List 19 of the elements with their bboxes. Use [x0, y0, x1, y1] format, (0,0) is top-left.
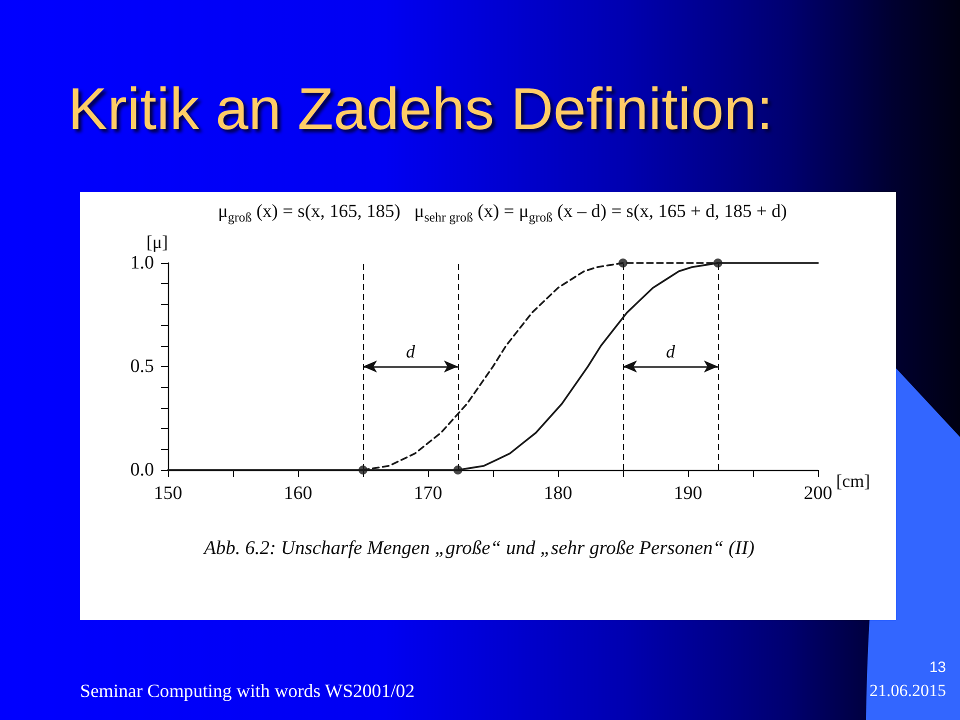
chart-subtitle: μ$_{groß}$ (x) = s(x, 165, 185) μ$_{sehr groß}$ (x) = μ$_{groß}$ (x – d) = s(x, 165 + d, 185 + d): [218, 202, 787, 226]
text: 21.06.2015: [870, 681, 946, 701]
x-tick-label: 190: [674, 483, 702, 504]
x-tick-label: 170: [414, 483, 442, 504]
x-tick-label: 180: [544, 483, 572, 504]
y-tick-label: 0.0: [130, 460, 154, 480]
x-tick-label: 200: [804, 483, 832, 504]
x-axis-title: [cm]: [836, 471, 870, 491]
y-tick-label: 0.5: [130, 356, 154, 377]
text: 13: [929, 659, 946, 676]
annotation: d: [666, 342, 676, 362]
caption: Abb. 6.2: Unscharfe Mengen „große“ und „sehr große Personen“ (II): [204, 538, 754, 560]
annotation: d: [406, 342, 416, 362]
y-axis-title: [μ]: [146, 232, 168, 252]
x-tick-label: 160: [284, 483, 312, 504]
y-tick-label: 1.0: [130, 252, 154, 274]
text: Seminar Computing with words WS2001/02: [80, 681, 415, 703]
chart-title: Kritik an Zadehs Definition:: [68, 75, 774, 143]
x-tick-label: 150: [154, 483, 182, 504]
